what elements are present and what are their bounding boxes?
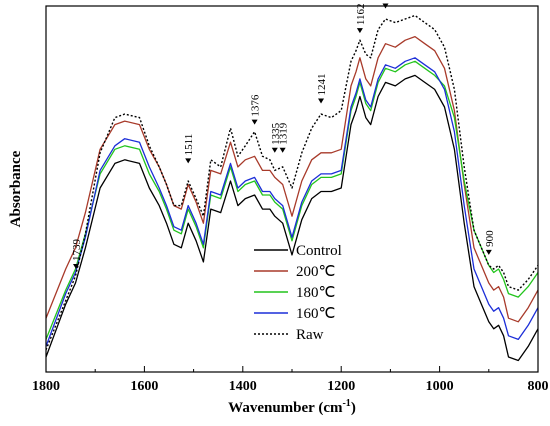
peak-label: 900 <box>484 230 496 247</box>
series-line-180 <box>46 60 538 340</box>
peak-label: 1376 <box>250 94 262 117</box>
legend-label: Control <box>296 243 342 259</box>
x-tick-label: 1400 <box>229 379 257 394</box>
peak-triangle-icon <box>251 119 258 125</box>
peak-label: 1335 <box>270 122 282 145</box>
y-axis-title: Absorbance <box>8 150 24 227</box>
series-line-raw-dotted <box>46 14 538 351</box>
peak-triangle-icon <box>185 158 192 164</box>
legend-entry-160: 160℃ <box>254 306 335 322</box>
legend-label: Raw <box>296 327 324 343</box>
peak-marker-1319: 1319 <box>278 122 290 153</box>
x-tick-label: 1200 <box>327 379 355 394</box>
peak-label: 1162 <box>355 4 367 26</box>
x-tick-label: 1000 <box>426 379 454 394</box>
x-axis-title-main: Wavenumber (cm <box>228 400 343 416</box>
annotation-layer: 17391511137613351319124111621110900 <box>71 0 496 269</box>
peak-marker-1335: 1335 <box>270 122 282 153</box>
peak-marker-1376: 1376 <box>250 94 262 125</box>
peak-marker-1511: 1511 <box>183 134 195 164</box>
peak-label: 1511 <box>183 134 195 156</box>
series-line-control <box>46 74 538 362</box>
peak-marker-900: 900 <box>484 230 496 255</box>
peak-triangle-icon <box>279 147 286 153</box>
x-tick-label: 800 <box>528 379 549 394</box>
x-axis-ticks: 1800 1600 1400 1200 1000 800 <box>32 366 549 394</box>
legend-label: 200℃ <box>296 264 335 280</box>
x-axis-title-superscript: -1 <box>342 398 350 409</box>
legend-label: 180℃ <box>296 285 335 301</box>
x-tick-label: 1600 <box>130 379 158 394</box>
peak-triangle-icon <box>318 98 325 104</box>
peak-marker-1162: 1162 <box>355 4 367 34</box>
legend-label: 160℃ <box>296 306 335 322</box>
peak-label: 1241 <box>316 74 328 96</box>
peak-label: 1739 <box>71 238 83 261</box>
legend-entry-control: Control <box>254 243 342 259</box>
peak-label: 1319 <box>278 122 290 145</box>
peak-marker-1241: 1241 <box>316 74 328 104</box>
x-tick-label: 1800 <box>32 379 60 394</box>
legend-entry-180: 180℃ <box>254 285 335 301</box>
legend-entry-200: 200℃ <box>254 264 335 280</box>
legend: Control 200℃ 180℃ 160℃ Raw <box>254 243 342 343</box>
peak-triangle-icon <box>73 263 80 269</box>
x-axis-title-tail: ) <box>351 400 356 416</box>
peak-triangle-icon <box>485 249 492 255</box>
peak-triangle-icon <box>271 147 278 153</box>
peak-marker-1739: 1739 <box>71 238 83 269</box>
peak-triangle-icon <box>356 28 363 34</box>
x-axis-title: Wavenumber (cm-1) <box>228 398 356 416</box>
legend-entry-raw: Raw <box>254 327 324 343</box>
series-layer <box>46 14 538 362</box>
series-line-160 <box>46 57 538 347</box>
